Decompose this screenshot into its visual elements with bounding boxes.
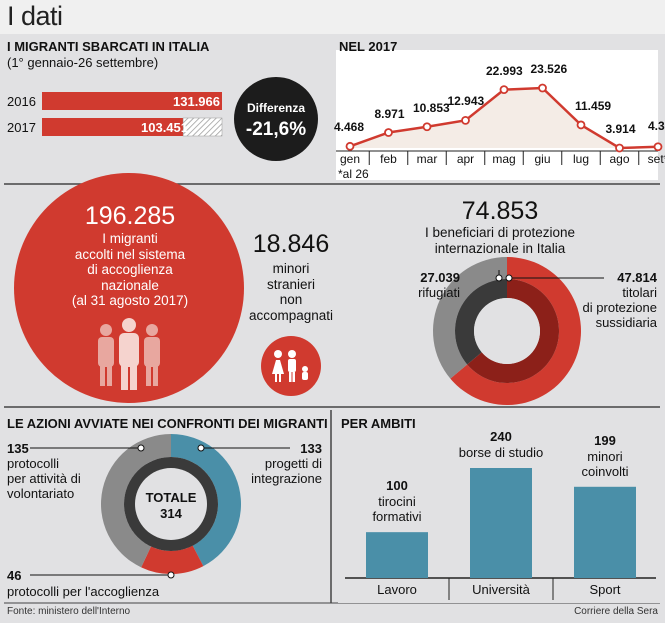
month-tick-set: set* — [647, 152, 665, 166]
sbarcati-subtitle: (1° gennaio-26 settembre) — [7, 55, 159, 70]
people-icon — [98, 318, 160, 390]
accolti-number: 196.285 — [84, 202, 176, 230]
rifugiati-value: 27.039 — [420, 270, 460, 285]
mensile-title: NEL 2017 — [339, 39, 398, 54]
ambiti-desc-2-0: minori — [587, 448, 623, 464]
bar-2017-difference — [182, 117, 223, 137]
line-point-gen — [345, 141, 355, 151]
footer-credit: Corriere della Sera — [574, 606, 658, 617]
differenza-label: Differenza — [246, 101, 305, 115]
children-icon — [272, 350, 308, 382]
ambiti-desc-0-1: formativi — [372, 509, 422, 525]
volontariato-text: protocolli per attività di volontariato — [7, 456, 81, 501]
line-point-feb — [384, 128, 393, 137]
ambiti-bar-chart — [338, 410, 660, 603]
line-point-set — [653, 142, 663, 152]
line-label-set: 4.324 — [648, 118, 665, 133]
line-label-gen: 4.468 — [334, 120, 365, 135]
differenza-circle — [234, 77, 318, 161]
sbarcati-title: I MIGRANTI SBARCATI IN ITALIA — [7, 39, 210, 54]
ambiti-bar-2 — [574, 486, 636, 578]
ambiti-category-2: Sport — [589, 582, 621, 597]
mensile-footnote: *al 26 — [338, 167, 369, 181]
azioni-donut — [100, 434, 242, 575]
totale-label: TOTALE — [145, 490, 197, 505]
line-label-mag: 22.993 — [486, 63, 523, 78]
line-label-ago: 3.914 — [605, 122, 636, 136]
rifugiati-label: rifugiati — [418, 285, 460, 300]
footer-source: Fonte: ministero dell'Interno — [7, 606, 131, 617]
month-tick-giu: giu — [534, 152, 551, 166]
bar-label-2016: 131.966 — [173, 94, 220, 109]
line-area — [350, 88, 658, 148]
minori-text: minori stranieri non accompagnati — [248, 261, 334, 323]
month-tick-feb: feb — [380, 152, 397, 166]
line-point-giu — [538, 83, 547, 93]
line-label-feb: 8.971 — [374, 106, 405, 121]
monthly-line-chart — [336, 50, 663, 180]
totale-value: 314 — [160, 506, 182, 521]
month-tick-mar: mar — [416, 152, 438, 166]
ambiti-desc-2-1: coinvolti — [581, 463, 629, 479]
protezione-text: I beneficiari di protezione internazional… — [424, 225, 576, 256]
line-point-lug — [576, 120, 586, 130]
ambiti-bar-0 — [366, 532, 428, 578]
ambiti-category-1: Università — [472, 582, 530, 597]
integrazione-text: progetti di integrazione — [251, 456, 322, 486]
bar-label-2017: 103.451 — [141, 120, 188, 135]
page-title: I dati — [7, 1, 63, 31]
accoglienza-value: 46 — [7, 568, 22, 583]
month-tick-mag: mag — [492, 152, 516, 166]
ambiti-desc-0-0: tirocini — [378, 494, 416, 510]
ambiti-value-2: 199 — [594, 432, 616, 448]
ambiti-title: PER AMBITI — [341, 416, 416, 431]
accolti-circle — [14, 173, 244, 403]
accoglienza-label: protocolli per l'accoglienza — [7, 584, 160, 599]
ambiti-bar-1 — [470, 468, 532, 578]
integrazione-value: 133 — [300, 441, 322, 456]
line-label-mar: 10.853 — [413, 100, 450, 115]
bar-2017 — [42, 118, 184, 136]
bar-2016 — [42, 92, 222, 110]
line-point-mag — [499, 85, 509, 95]
minori-number: 18.846 — [252, 230, 330, 258]
sussidiaria-text: titolari di protezione sussidiaria — [582, 285, 657, 330]
month-tick-apr: apr — [456, 152, 475, 166]
month-tick-gen: gen — [339, 152, 361, 166]
ambiti-category-0: Lavoro — [377, 582, 417, 597]
line-label-lug: 11.459 — [575, 98, 612, 113]
bar-year-2016: 2016 — [7, 94, 36, 109]
line-label-apr: 12.943 — [447, 94, 485, 109]
line-point-apr — [461, 115, 470, 125]
protezione-number: 74.853 — [461, 197, 539, 225]
month-tick-ago: ago — [609, 152, 630, 166]
month-tick-lug: lug — [572, 152, 589, 166]
accolti-text: I migranti accolti nel sistema di accoglie… — [71, 231, 189, 308]
differenza-value: -21,6% — [245, 119, 307, 140]
volontariato-value: 135 — [7, 441, 29, 456]
bar-year-2017: 2017 — [7, 120, 36, 135]
protezione-donut — [433, 257, 581, 405]
ambiti-value-0: 100 — [386, 478, 408, 494]
ambiti-value-1: 240 — [490, 429, 512, 444]
sbarcati-bar-chart — [42, 92, 223, 137]
line-point-mar — [422, 122, 432, 132]
line-point-ago — [615, 143, 624, 153]
azioni-title: LE AZIONI AVVIATE NEI CONFRONTI DEI MIGR… — [7, 416, 328, 431]
sussidiaria-value: 47.814 — [617, 270, 657, 285]
line-label-giu: 23.526 — [530, 62, 568, 76]
ambiti-desc-1-0: borse di studio — [458, 445, 544, 460]
